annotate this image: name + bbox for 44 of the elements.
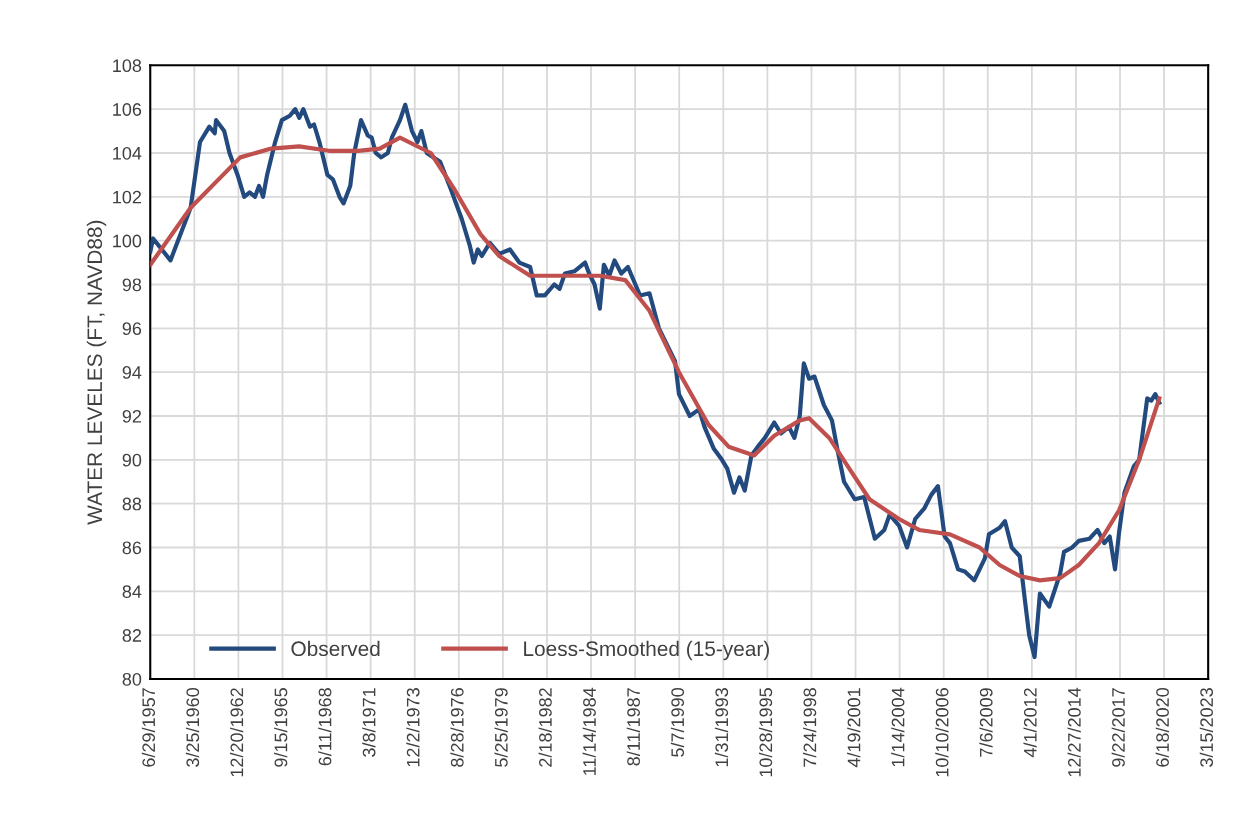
x-tick-label: 8/28/1976 [450, 688, 464, 767]
x-tick-label: 6/11/1968 [318, 688, 332, 766]
x-tick-label: 5/25/1979 [494, 688, 508, 767]
x-tick-label: 3/8/1971 [362, 688, 376, 757]
x-tick-label: 3/25/1960 [185, 688, 200, 767]
y-tick-label: 80 [122, 672, 142, 686]
x-tick-label: 7/24/1998 [803, 688, 817, 767]
x-tick-label: 7/6/2009 [979, 688, 993, 757]
line-series [150, 135, 1162, 583]
y-tick-label: 90 [122, 453, 142, 467]
x-tick-label: 12/27/2014 [1067, 687, 1081, 777]
y-tick-label: 106 [113, 103, 142, 116]
x-tick-label: 4/19/2001 [847, 688, 861, 768]
x-tick-label: 10/28/1995 [758, 688, 773, 777]
legend-label: Loess-Smoothed (15-year) [524, 640, 769, 661]
y-tick-label: 102 [113, 190, 141, 204]
legend-label: Observed [291, 640, 380, 657]
y-tick-label: 108 [113, 59, 142, 73]
x-tick-label: 6/18/2020 [1155, 688, 1169, 767]
y-tick-label: 94 [122, 366, 142, 379]
y-tick-label: 82 [122, 629, 141, 642]
y-tick-label: 88 [122, 497, 142, 511]
x-tick-label: 4/1/2012 [1023, 688, 1037, 758]
x-tick-label: 9/15/1965 [274, 688, 288, 767]
x-tick-label: 12/20/1962 [229, 688, 244, 777]
x-tick-label: 12/2/1973 [406, 688, 420, 767]
x-tick-label: 9/22/2017 [1111, 688, 1125, 767]
y-tick-label: 84 [122, 585, 142, 599]
y-tick-label: 104 [113, 146, 142, 160]
y-axis-title: WATER LEVELES (FT, NAVD88) [86, 220, 107, 525]
y-tick-label: 92 [122, 409, 141, 423]
x-tick-label: 6/29/1957 [141, 688, 156, 767]
x-tick-label: 8/11/1987 [626, 688, 640, 766]
y-tick-label: 96 [122, 322, 142, 336]
y-tick-label: 98 [122, 278, 142, 292]
x-tick-label: 3/15/2023 [1199, 688, 1214, 767]
x-tick-label: 1/31/1993 [714, 688, 729, 767]
x-tick-label: 5/7/1990 [670, 688, 685, 757]
y-tick-label: 86 [122, 541, 142, 555]
x-tick-label: 2/18/1982 [538, 688, 552, 767]
x-tick-label: 11/14/1984 [582, 687, 596, 775]
x-tick-label: 1/14/2004 [891, 687, 905, 767]
y-tick-label: 100 [113, 234, 142, 248]
x-tick-label: 10/10/2006 [935, 688, 949, 777]
